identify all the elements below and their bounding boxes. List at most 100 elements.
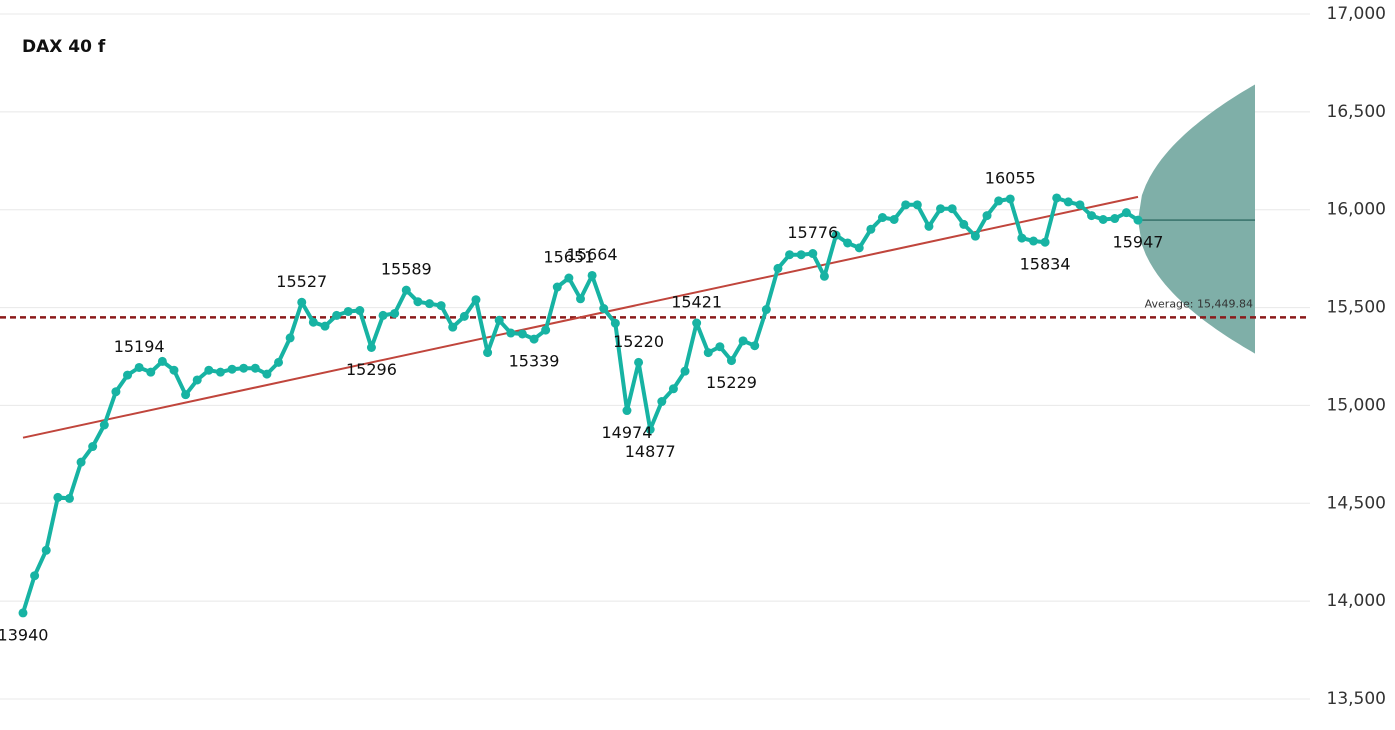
point [146, 367, 156, 377]
point [877, 213, 887, 223]
point [76, 457, 86, 467]
point [622, 406, 632, 416]
point [459, 311, 469, 321]
point [819, 271, 829, 281]
point [99, 420, 109, 430]
trend-line [22, 195, 1139, 439]
point [1075, 200, 1085, 210]
point [924, 221, 934, 231]
data-label: 15776 [787, 223, 838, 242]
point [448, 322, 458, 332]
point [1040, 237, 1050, 247]
point [343, 306, 353, 316]
point [599, 304, 609, 314]
point [1028, 236, 1038, 246]
point [111, 387, 121, 397]
data-label: 15664 [567, 245, 618, 264]
point [552, 282, 562, 292]
point [1017, 233, 1027, 243]
point [668, 384, 678, 394]
data-label: 15194 [114, 337, 165, 356]
data-label: 15421 [671, 293, 722, 312]
point [181, 390, 191, 400]
data-label: 15229 [706, 373, 757, 392]
point [366, 342, 376, 352]
point [808, 249, 818, 259]
point [680, 366, 690, 376]
chart-title: DAX 40 f [22, 37, 106, 57]
point [285, 333, 295, 343]
point [541, 325, 551, 335]
point [750, 341, 760, 351]
data-label: 15947 [1113, 233, 1164, 252]
point [889, 215, 899, 224]
point [703, 348, 713, 358]
point [332, 310, 342, 320]
point [529, 334, 539, 344]
data-label: 15220 [613, 332, 664, 351]
point [726, 356, 736, 366]
data-label: 15589 [381, 260, 432, 279]
point [645, 425, 655, 435]
point [436, 301, 446, 311]
point [378, 310, 388, 320]
point [982, 211, 992, 221]
point [970, 231, 980, 241]
y-tick-label: 14,500 [1327, 493, 1386, 513]
point [239, 363, 249, 373]
y-tick-label: 14,000 [1327, 591, 1386, 611]
point [564, 273, 574, 283]
point [506, 328, 516, 338]
point [192, 375, 202, 385]
data-label: 15834 [1020, 255, 1071, 274]
point [959, 219, 969, 229]
point [657, 397, 667, 407]
point [761, 305, 771, 315]
point [390, 308, 400, 318]
point [912, 200, 922, 210]
point [773, 263, 783, 273]
point [18, 608, 28, 618]
forecast-cone [1138, 84, 1255, 354]
point [1121, 208, 1131, 218]
data-label: 15296 [346, 360, 397, 379]
point [250, 363, 260, 373]
point [262, 369, 272, 379]
point [425, 299, 435, 309]
point [785, 250, 795, 260]
data-label: 16055 [985, 168, 1036, 187]
point [1110, 214, 1120, 224]
y-tick-label: 17,000 [1327, 4, 1386, 24]
point [483, 348, 493, 358]
point [30, 571, 40, 581]
point [947, 204, 957, 214]
point [634, 357, 644, 367]
point [355, 306, 365, 316]
point [854, 243, 864, 253]
point [901, 200, 911, 210]
point [169, 365, 179, 375]
point [796, 250, 806, 260]
point [320, 321, 330, 331]
point [1063, 197, 1073, 207]
y-tick-label: 16,500 [1327, 102, 1386, 122]
point [831, 230, 841, 240]
data-label: 13940 [0, 625, 48, 644]
y-tick-label: 13,500 [1327, 689, 1386, 709]
point [413, 297, 423, 307]
point [308, 317, 318, 327]
point [1133, 215, 1143, 225]
point [1087, 211, 1097, 221]
point [1005, 194, 1015, 204]
point [715, 342, 725, 352]
point [843, 238, 853, 248]
y-tick-label: 15,500 [1327, 298, 1386, 318]
point [576, 294, 585, 304]
point [1052, 193, 1062, 203]
point [123, 370, 133, 380]
y-tick-label: 15,000 [1327, 395, 1386, 415]
average-label: Average: 15,449.84 [1145, 297, 1253, 310]
data-label: 15527 [276, 272, 327, 291]
point [227, 364, 237, 374]
point [64, 493, 74, 503]
